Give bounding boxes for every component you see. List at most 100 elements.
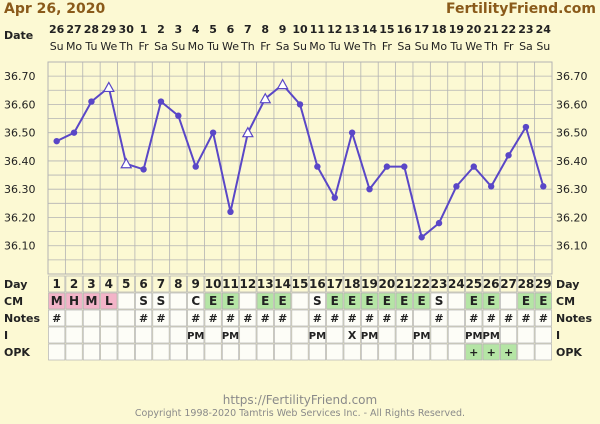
opk-cell [117,343,135,361]
cm-cell [221,292,240,310]
cm-cell-text: E [383,294,391,308]
date-label: 7 [244,23,252,36]
i-cell [187,326,205,344]
day-cell-text: 5 [122,277,130,291]
notes-cell-text: # [539,312,548,325]
temperature-point [70,129,78,136]
i-cell [152,326,170,344]
site-name[interactable]: FertilityFriend.com [446,1,596,17]
temperature-point [505,152,512,159]
day-cell [187,275,205,293]
i-cell [343,326,361,344]
y-tick-label-left: 36.40 [4,155,36,168]
weekday-label: Tu [328,40,341,53]
notes-cell [447,309,465,327]
day-cell-text: 3 [87,277,95,291]
weekday-label: We [465,40,482,53]
cm-cell-text: E [209,294,217,308]
temperature-point [470,163,477,170]
cm-cell-text: E [331,294,339,308]
weekday-label: Th [483,40,498,53]
day-cell [395,275,413,293]
cm-row-label-right: CM [556,295,575,308]
notes-cell [413,309,431,327]
notes-cell [256,309,274,327]
date-label: 28 [84,23,99,36]
day-cell-text: 2 [70,277,78,291]
weekday-label: Tu [206,40,219,53]
notes-cell [65,309,83,327]
temperature-point [348,129,356,136]
day-cell-text: 19 [361,277,378,291]
cm-cell [117,292,135,310]
i-cell [500,326,518,344]
i-cell-text: PM [483,331,500,342]
day-cell [82,275,100,293]
day-cell [100,275,118,293]
day-cell [221,275,240,293]
weekday-label: Su [536,40,550,53]
footer-url[interactable]: https://FertilityFriend.com [222,393,378,407]
notes-cell-text: # [434,312,443,325]
cm-cell [517,292,535,310]
notes-cell [430,309,448,327]
cm-cell-text: E [226,294,234,308]
i-cell [48,326,66,344]
cm-cell [82,292,100,310]
opk-cell [100,343,118,361]
cm-cell [413,292,431,310]
cm-cell-text: H [69,294,79,308]
notes-cell [187,309,205,327]
i-cell [447,326,465,344]
cm-cell [395,292,413,310]
day-cell [291,275,309,293]
weekday-label: Sa [397,40,411,53]
day-cell [117,275,135,293]
cm-cell-text: E [365,294,373,308]
footer-copyright: Copyright 1998-2020 Tamtris Web Services… [134,408,466,419]
day-cell [204,275,222,293]
opk-cell [360,343,379,361]
opk-cell [256,343,274,361]
cm-cell-text: E [487,294,495,308]
notes-cell [152,309,170,327]
weekday-label: Fr [139,40,150,53]
opk-cell-text: + [487,346,496,359]
date-label: 15 [379,23,394,36]
y-tick-label-right: 36.70 [556,70,588,83]
temperature-point [192,163,199,170]
notes-cell-text: # [400,312,409,325]
cm-cell [152,292,170,310]
cm-cell-text: E [418,294,426,308]
notes-cell [308,309,326,327]
date-label: 22 [501,23,516,36]
day-cell [135,275,153,293]
notes-cell [204,309,222,327]
temperature-point [88,98,95,105]
i-cell [65,326,83,344]
opk-cell-text: + [469,346,478,359]
weekday-label: Fr [260,40,271,53]
date-label: 1 [140,23,148,36]
day-cell-text: 29 [535,277,552,291]
notes-cell-text: # [226,312,235,325]
day-cell [274,275,292,293]
day-cell-text: 13 [257,277,274,291]
cm-cell [100,292,118,310]
day-cell-text: 26 [483,277,500,291]
i-cell [534,326,552,344]
day-cell-text: 9 [192,277,200,291]
temperature-point [227,208,234,216]
i-cell [326,326,344,344]
notes-row-label-left: Notes [4,312,40,325]
opk-cell [274,343,292,361]
opk-cell [169,343,187,361]
notes-cell [482,309,500,327]
opk-cell [308,343,326,361]
i-cell [135,326,153,344]
weekday-label: Su [293,40,307,53]
cm-cell [48,292,66,310]
notes-cell-text: # [504,312,513,325]
notes-cell [82,309,100,327]
weekday-label: Su [171,40,185,53]
